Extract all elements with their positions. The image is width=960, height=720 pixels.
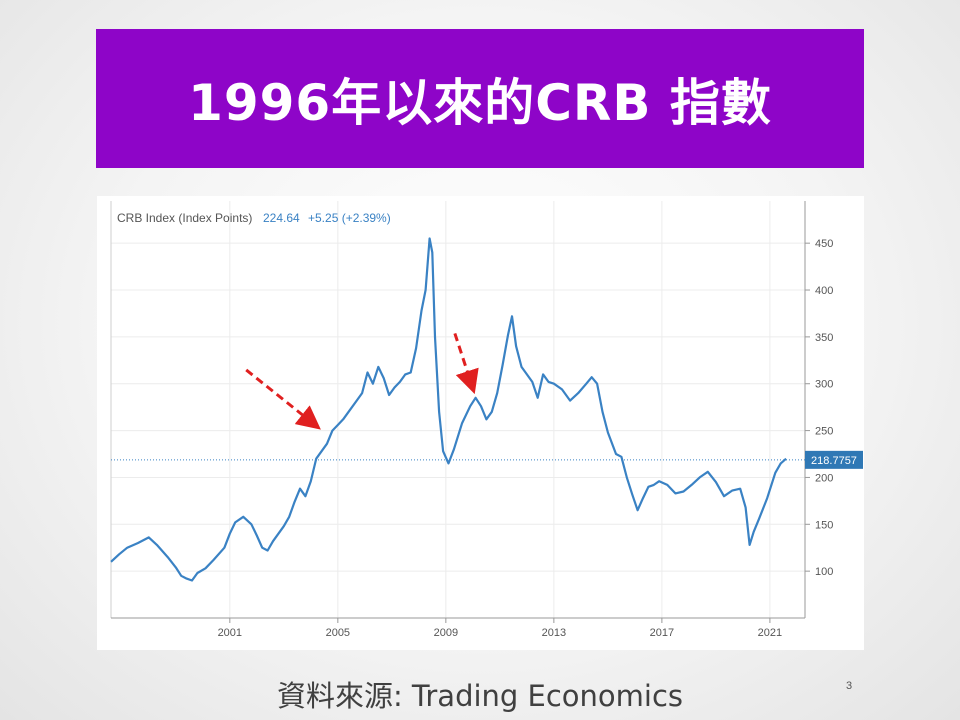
chart-header-name: CRB Index (Index Points) — [117, 211, 252, 225]
annotation-arrow — [453, 332, 479, 395]
x-tick-label: 2013 — [542, 627, 566, 639]
annotation-arrow — [245, 368, 321, 430]
crb-line-chart: 2001 2005 2009 2013 2017 2021 100 150 200 250 300 3… — [110, 201, 863, 639]
y-tick-label: 250 — [815, 426, 833, 438]
chart-panel: 2001 2005 2009 2013 2017 2021 100 150 200 250 300 3… — [97, 196, 864, 650]
reference-value-label: 218.7757 — [811, 455, 857, 467]
y-tick-label: 450 — [815, 238, 833, 250]
slide-title: 1996年以來的CRB 指數 — [188, 73, 772, 132]
x-tick-label: 2001 — [218, 627, 242, 639]
chart-header-change: +5.25 (+2.39%) — [308, 211, 391, 225]
x-tick-label: 2017 — [650, 627, 674, 639]
y-tick-label: 100 — [815, 566, 833, 578]
x-tick-label: 2009 — [434, 627, 458, 639]
y-tick-label: 400 — [815, 285, 833, 297]
x-tick-label: 2005 — [326, 627, 350, 639]
x-tick-label: 2021 — [758, 627, 782, 639]
y-tick-label: 150 — [815, 519, 833, 531]
slide-number: 3 — [846, 680, 853, 692]
chart-header-value: 224.64 — [263, 211, 300, 225]
reference-value-tag — [805, 450, 863, 469]
title-banner: 1996年以來的CRB 指數 — [96, 29, 864, 168]
y-tick-label: 300 — [815, 379, 833, 391]
crb-series-line — [110, 237, 787, 582]
source-credit: 資料來源: Trading Economics — [276, 679, 684, 713]
y-tick-label: 200 — [815, 472, 833, 484]
y-tick-label: 350 — [815, 332, 833, 344]
